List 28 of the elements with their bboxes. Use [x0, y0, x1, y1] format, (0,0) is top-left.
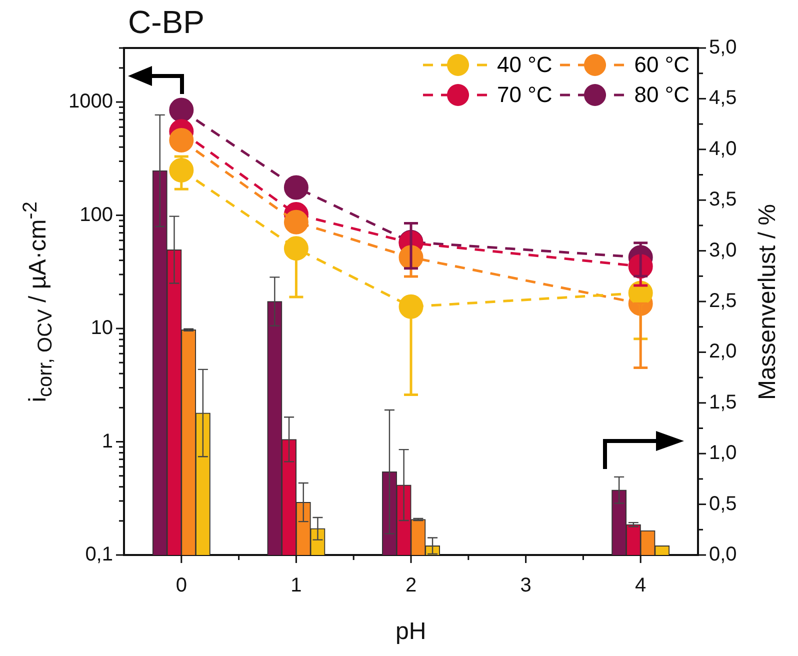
- x-tick-label: 1: [290, 574, 302, 597]
- y2-tick-label: 0,5: [709, 492, 737, 515]
- y2-tick-label: 5,0: [709, 36, 737, 59]
- y2-tick-label: 3,0: [709, 239, 737, 262]
- y2-tick-label: 1,0: [709, 442, 737, 464]
- x-tick-label: 0: [176, 574, 187, 597]
- legend-label: 60 °C: [634, 52, 690, 78]
- x-tick-label: 4: [635, 574, 646, 597]
- y2-tick-label: 4,5: [709, 87, 737, 110]
- y2-tick-label: 1,5: [709, 391, 737, 414]
- y-tick-label: 1000: [68, 90, 113, 113]
- y2-tick-label: 3,5: [709, 188, 737, 211]
- y2-tick-label: 4,0: [709, 138, 737, 160]
- x-tick-label: 2: [405, 574, 417, 597]
- legend-label: 70 °C: [497, 82, 552, 108]
- y-tick-label: 0,1: [85, 544, 113, 566]
- legend-label: 80 °C: [634, 82, 690, 108]
- y2-tick-label: 2,0: [709, 340, 737, 363]
- x-axis-title: pH: [396, 618, 426, 646]
- y2-tick-label: 2,5: [709, 290, 737, 312]
- y2-axis-title: Massenverlust / %: [754, 203, 782, 400]
- legend-label: 40 °C: [497, 52, 552, 78]
- y2-tick-label: 0,0: [709, 544, 737, 566]
- y-tick-label: 1: [102, 430, 113, 452]
- x-tick-label: 3: [520, 574, 532, 597]
- chart-title: C-BP: [128, 4, 204, 41]
- y-tick-label: 10: [90, 317, 113, 340]
- y-tick-label: 100: [80, 204, 113, 226]
